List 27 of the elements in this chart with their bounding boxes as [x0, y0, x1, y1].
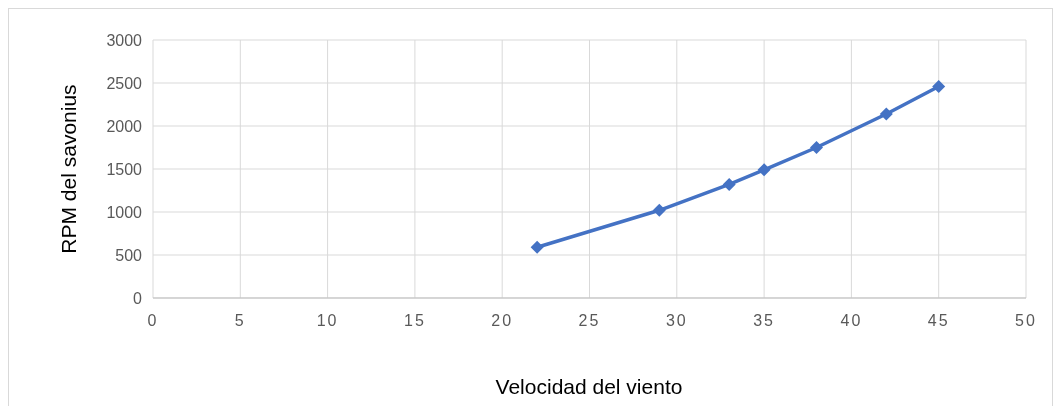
- x-tick-label: 10: [316, 312, 339, 329]
- point: [722, 177, 736, 191]
- point: [879, 107, 893, 121]
- x-axis-title: Velocidad del viento: [495, 375, 683, 398]
- y-axis-title: RPM del savonius: [57, 84, 80, 254]
- x-tick-label: 20: [491, 312, 514, 329]
- x-tick-label: 45: [927, 312, 950, 329]
- y-tick-label: 500: [115, 246, 143, 264]
- x-tick-label: 5: [234, 312, 246, 329]
- y-tick-label: 2500: [106, 74, 143, 92]
- x-tick-label: 0: [147, 312, 159, 329]
- x-tick-label: 25: [578, 312, 601, 329]
- point: [530, 240, 544, 254]
- y-tick-label: 2000: [106, 117, 143, 135]
- y-tick-label: 0: [133, 289, 143, 307]
- y-tick-label: 1000: [106, 203, 143, 221]
- point: [652, 203, 666, 217]
- x-tick-label: 35: [753, 312, 775, 329]
- x-tick-label: 30: [665, 312, 688, 329]
- point: [809, 141, 823, 154]
- y-tick-label: 1500: [106, 160, 143, 178]
- x-tick-label: 40: [840, 312, 863, 329]
- point: [757, 163, 771, 177]
- x-tick-label: 50: [1015, 312, 1037, 329]
- y-tick-label: 3000: [106, 31, 143, 49]
- x-tick-label: 15: [404, 312, 426, 329]
- point: [932, 79, 946, 93]
